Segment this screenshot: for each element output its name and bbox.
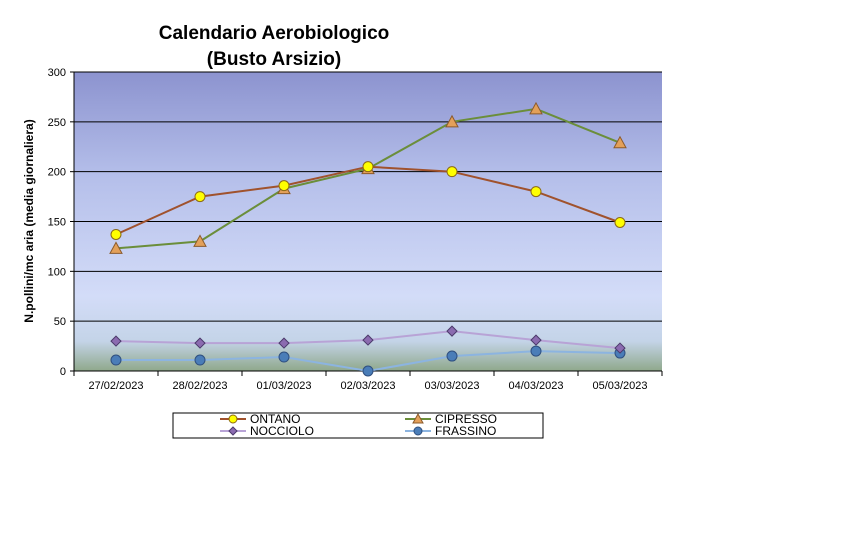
chart-title: Calendario Aerobiologico (159, 23, 390, 44)
y-tick-label: 250 (48, 117, 66, 129)
data-point-nocciolo (614, 342, 626, 354)
x-tick-label: 27/02/2023 (88, 380, 143, 392)
data-point-frassino (194, 354, 206, 366)
x-tick-label: 04/03/2023 (508, 380, 563, 392)
y-tick-label: 300 (48, 67, 66, 79)
y-tick-label: 200 (48, 167, 66, 179)
y-tick-label: 50 (54, 316, 66, 328)
legend-label-frassino: FRASSINO (435, 424, 496, 438)
data-point-nocciolo (278, 337, 290, 349)
y-tick-label: 150 (48, 217, 66, 229)
data-point-nocciolo (530, 334, 542, 346)
data-point-nocciolo (362, 334, 374, 346)
legend-entry-ontano: ONTANO (220, 412, 300, 426)
data-point-cipresso (613, 135, 627, 149)
data-point-ontano (614, 216, 626, 228)
data-point-ontano (530, 186, 542, 198)
data-point-frassino (110, 354, 122, 366)
data-point-ontano (110, 228, 122, 240)
legend-entry-cipresso: CIPRESSO (405, 412, 497, 426)
legend-marker-ontano (228, 414, 238, 424)
legend-entry-nocciolo: NOCCIOLO (220, 424, 314, 438)
data-point-ontano (194, 191, 206, 203)
series-nocciolo (110, 325, 626, 354)
x-tick-label: 02/03/2023 (340, 380, 395, 392)
legend-label-nocciolo: NOCCIOLO (250, 424, 314, 438)
series-layer (109, 101, 627, 377)
legend-entry-frassino: FRASSINO (405, 424, 496, 438)
y-tick-label: 100 (48, 266, 66, 278)
series-ontano (110, 161, 626, 240)
legend-label-cipresso: CIPRESSO (435, 412, 497, 426)
series-frassino (110, 345, 626, 377)
x-tick-label: 01/03/2023 (256, 380, 311, 392)
data-point-frassino (446, 350, 458, 362)
data-point-frassino (530, 345, 542, 357)
legend-marker-cipresso (412, 412, 424, 424)
data-point-cipresso (445, 114, 459, 128)
data-point-ontano (278, 180, 290, 192)
legend-marker-nocciolo (228, 426, 238, 436)
data-point-nocciolo (194, 337, 206, 349)
x-tick-label: 05/03/2023 (592, 380, 647, 392)
x-tick-label: 28/02/2023 (172, 380, 227, 392)
data-point-cipresso (109, 241, 123, 254)
data-point-nocciolo (446, 325, 458, 337)
data-point-nocciolo (110, 335, 122, 347)
data-point-cipresso (193, 234, 207, 247)
axes: 0 50 100 150 200 250 300 27/02/2023 28/02/2023 01… (48, 67, 663, 392)
data-point-cipresso (529, 101, 543, 115)
y-tick-label: 0 (60, 366, 66, 378)
legend-label-ontano: ONTANO (250, 412, 300, 426)
data-point-ontano (362, 161, 374, 173)
data-point-frassino (278, 351, 290, 363)
x-tick-label: 03/03/2023 (424, 380, 479, 392)
legend-marker-frassino (413, 426, 423, 436)
data-point-frassino (362, 365, 374, 377)
legend: ONTANO CIPRESSO NOCCIOLO FRASSINO (220, 412, 497, 438)
y-axis-label: N.pollini/mc aria (media giornaliera) (22, 119, 36, 322)
chart-subtitle: (Busto Arsizio) (207, 49, 341, 70)
data-point-ontano (446, 166, 458, 178)
